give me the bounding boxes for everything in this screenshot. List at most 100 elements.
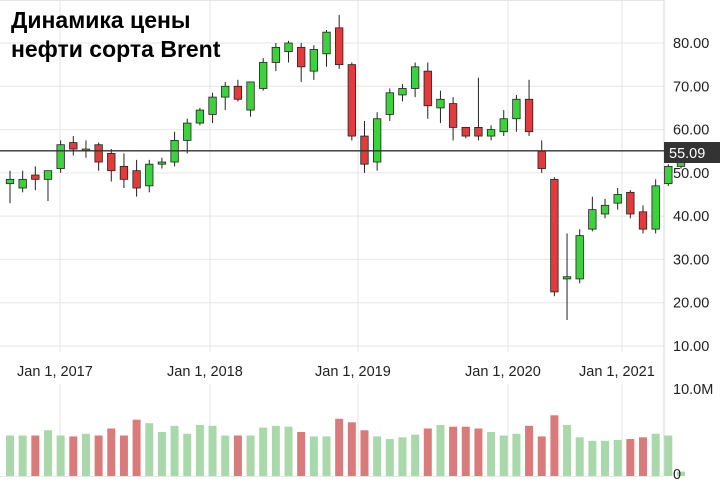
candle-body-up xyxy=(436,98,445,109)
candle xyxy=(195,107,205,126)
date-tick-label: Jan 1, 2020 xyxy=(465,364,541,380)
current-price-badge: 55.09 xyxy=(664,142,720,163)
volume-bar xyxy=(398,437,407,476)
volume-bar xyxy=(512,433,521,476)
candle-body-down xyxy=(297,46,306,68)
candle-body-up xyxy=(56,144,65,169)
candle xyxy=(69,136,78,156)
volume-bar xyxy=(550,415,559,476)
candle-body-up xyxy=(259,62,268,89)
volume-bar xyxy=(639,437,647,476)
candle-body-up xyxy=(18,178,27,189)
chart-title-line-2: нефти сорта Brent xyxy=(11,36,221,62)
candle-body-down xyxy=(119,165,129,180)
volume-bar xyxy=(6,435,14,476)
candle xyxy=(638,205,648,234)
volume-axis: 10.0M 0 xyxy=(673,382,713,483)
candle-body-up xyxy=(486,129,496,137)
candle xyxy=(613,188,622,210)
candle xyxy=(550,177,559,297)
date-tick-label: Jan 1, 2021 xyxy=(579,364,655,380)
candle-body-up xyxy=(664,165,673,185)
volume-bar xyxy=(195,424,204,476)
price-tick-label: 40.00 xyxy=(673,209,709,225)
volume-axis-zero-label: 0 xyxy=(673,467,681,483)
volume-bar xyxy=(145,423,154,476)
candle-body-down xyxy=(94,144,103,163)
volume-bar xyxy=(411,434,420,476)
volume-bar xyxy=(43,430,52,476)
candle xyxy=(271,43,281,72)
volume-bar xyxy=(183,433,192,476)
price-tick-label: 20.00 xyxy=(673,296,709,312)
candle xyxy=(575,229,584,284)
candle xyxy=(309,45,318,80)
volume-bar xyxy=(525,425,534,476)
candle-body-up xyxy=(195,109,205,124)
volume-bar xyxy=(157,432,166,476)
volume-bar xyxy=(335,418,344,476)
candle-body-up xyxy=(562,276,572,280)
chart-title-line-1: Динамика цены xyxy=(11,7,191,33)
volume-bar xyxy=(246,435,255,476)
price-tick-label: 10.00 xyxy=(673,339,709,355)
candle-body-up xyxy=(208,96,217,115)
candle xyxy=(335,14,344,69)
volume-bar xyxy=(461,426,470,476)
volume-bar xyxy=(360,430,369,476)
candle xyxy=(43,170,53,201)
candle xyxy=(398,84,407,102)
volume-bar xyxy=(664,435,673,476)
candle-body-up xyxy=(575,235,584,280)
candle-body-down xyxy=(448,103,458,128)
candle xyxy=(5,170,15,204)
candle-body-up xyxy=(5,178,15,185)
candle xyxy=(600,198,610,219)
candle xyxy=(436,90,445,124)
volume-bar xyxy=(309,436,318,476)
volume-bar xyxy=(626,439,635,476)
volume-bar xyxy=(347,422,356,476)
candle-body-down xyxy=(461,127,470,137)
volume-bar xyxy=(31,435,40,476)
candle-body-down xyxy=(335,27,344,66)
candle xyxy=(651,179,660,234)
volume-bar xyxy=(487,432,496,476)
volume-bar xyxy=(259,427,268,476)
candle-body-down xyxy=(69,142,78,150)
candle-body-up xyxy=(410,66,420,89)
volume-bar xyxy=(221,435,230,476)
volume-bar xyxy=(588,440,597,476)
candle-body-up xyxy=(157,161,167,165)
candle xyxy=(132,159,141,197)
candle-body-down xyxy=(360,135,369,165)
candle-body-down xyxy=(524,98,534,133)
volume-bar xyxy=(474,428,483,476)
candle-body-down xyxy=(107,152,116,172)
candle xyxy=(322,30,331,67)
volume-bar xyxy=(107,428,116,476)
candle-body-up xyxy=(588,209,597,230)
candle xyxy=(360,120,369,173)
volume-bar xyxy=(119,435,128,476)
candle xyxy=(448,97,458,141)
candle-body-up xyxy=(221,85,230,98)
price-tick-label: 70.00 xyxy=(673,79,709,95)
chart-title: Динамика цены нефти сорта Brent xyxy=(11,6,220,64)
candle-body-down xyxy=(474,127,483,137)
volume-bar xyxy=(423,428,432,476)
current-price-value: 55.09 xyxy=(669,146,705,162)
candle xyxy=(246,81,255,117)
volume-bar xyxy=(297,432,306,476)
candle xyxy=(157,157,167,169)
volume-bar xyxy=(676,471,685,476)
candle-body-down xyxy=(347,64,356,137)
candle-body-up xyxy=(246,81,255,111)
candle-body-up xyxy=(322,31,331,55)
candle-body-up xyxy=(512,98,521,120)
candle xyxy=(94,142,103,171)
volume-axis-max-label: 10.0M xyxy=(673,382,713,398)
volume-bar xyxy=(651,433,660,476)
candle xyxy=(81,140,91,158)
candle-body-up xyxy=(651,185,660,230)
